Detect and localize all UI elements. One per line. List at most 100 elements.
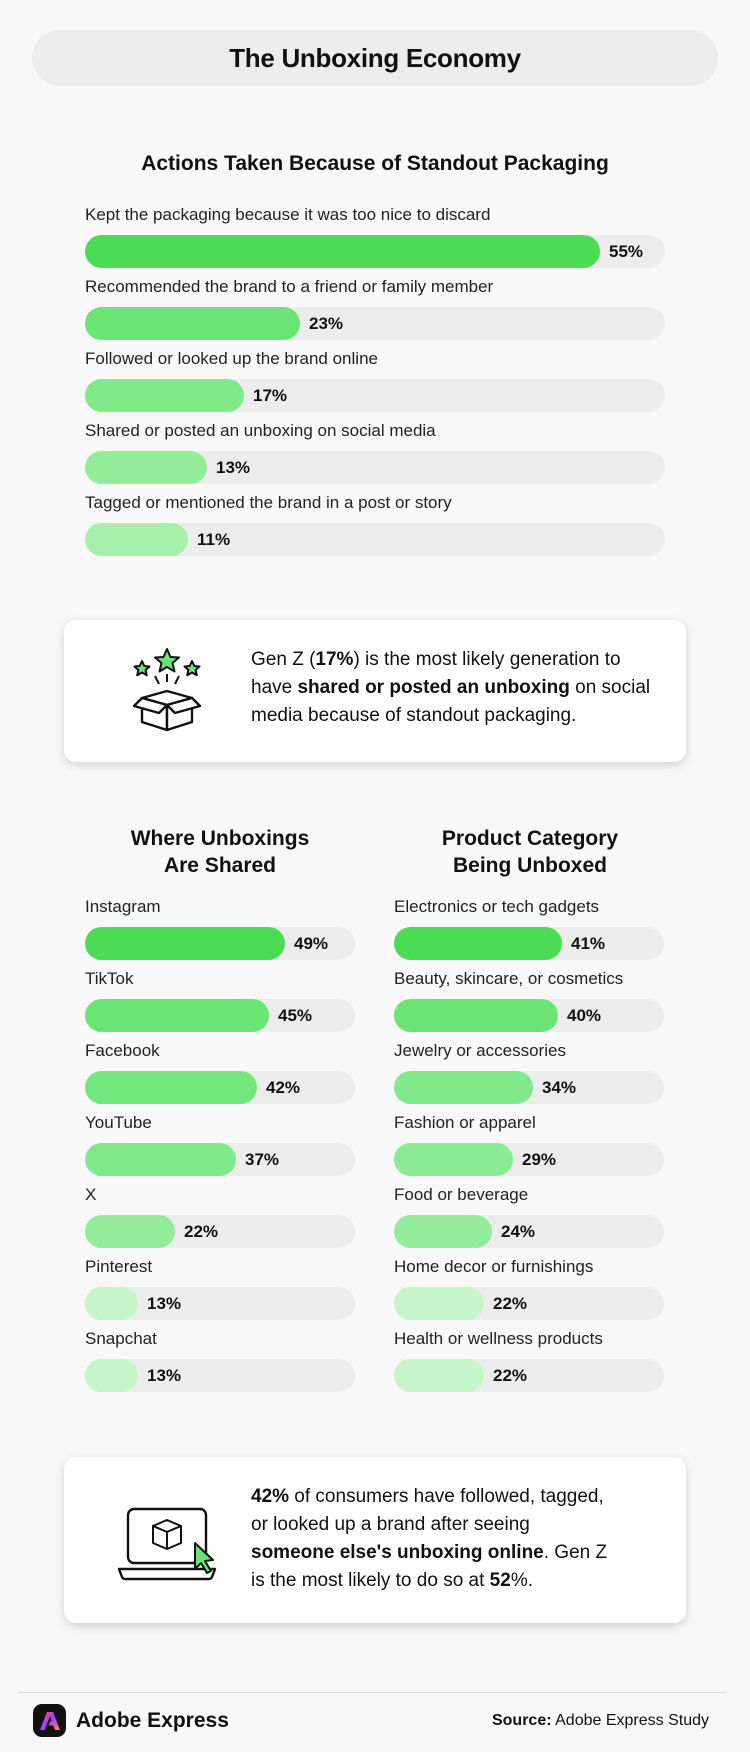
bar-track: 11%	[85, 523, 665, 556]
bar-value-label: 45%	[278, 1006, 313, 1025]
bar-label: TikTok	[85, 969, 134, 988]
bar-row: Fashion or apparel 29%	[394, 1111, 664, 1176]
bar-track: 40%	[394, 999, 664, 1032]
bar-value-label: 49%	[294, 934, 329, 953]
bar-row: Snapchat 13%	[85, 1327, 355, 1392]
bar-fill	[394, 1071, 533, 1104]
bar-fill	[85, 1359, 138, 1392]
bar-label: Beauty, skincare, or cosmetics	[394, 969, 624, 988]
bar-value-label: 41%	[571, 934, 606, 953]
bar-label: Electronics or tech gadgets	[394, 897, 600, 916]
bar-label: Jewelry or accessories	[394, 1041, 566, 1060]
bar-value-label: 34%	[542, 1078, 577, 1097]
bar-value-label: 40%	[567, 1006, 602, 1025]
bar-label: Snapchat	[85, 1329, 157, 1348]
callout-brand-follow: 42% of consumers have followed, tagged, …	[64, 1457, 686, 1623]
bar-row: Followed or looked up the brand online 17…	[85, 347, 665, 412]
bar-label: Shared or posted an unboxing on social m…	[85, 421, 436, 440]
bar-fill	[394, 927, 562, 960]
bar-label: X	[85, 1185, 97, 1204]
bar-fill	[85, 927, 285, 960]
bar-row: Jewelry or accessories 34%	[394, 1039, 664, 1104]
bar-fill	[85, 1143, 236, 1176]
bar-track: 23%	[85, 307, 665, 340]
bar-fill	[394, 1287, 484, 1320]
bar-fill	[394, 999, 558, 1032]
source-credit: Source: Adobe Express Study	[491, 1712, 709, 1729]
header-pill: The Unboxing Economy	[32, 30, 718, 86]
bar-label: Pinterest	[85, 1257, 153, 1276]
bar-fill	[85, 235, 600, 268]
bar-fill	[85, 523, 188, 556]
bar-value-label: 13%	[147, 1294, 182, 1313]
bar-row: Instagram 49%	[85, 895, 355, 960]
chart-categories-title: Product Category Being Unboxed	[441, 827, 619, 877]
chart-platforms-title: Where Unboxings Are Shared	[130, 827, 310, 877]
bar-track: 49%	[85, 927, 355, 960]
bar-label: Recommended the brand to a friend or fam…	[85, 277, 494, 296]
bar-row: Shared or posted an unboxing on social m…	[85, 419, 665, 484]
brand-name: Adobe Express	[76, 1709, 229, 1732]
page-title: The Unboxing Economy	[229, 42, 521, 73]
bar-label: Followed or looked up the brand online	[85, 349, 378, 368]
footer-divider	[18, 1692, 727, 1693]
bar-row: YouTube 37%	[85, 1111, 355, 1176]
bar-track: 55%	[85, 235, 665, 268]
chart-actions-title: Actions Taken Because of Standout Packag…	[141, 152, 609, 175]
bar-value-label: 24%	[501, 1222, 536, 1241]
callout-brand-follow-text: 42% of consumers have followed, tagged, …	[251, 1486, 608, 1591]
bar-track: 22%	[85, 1215, 355, 1248]
bar-track: 13%	[85, 451, 665, 484]
bar-fill	[85, 1287, 138, 1320]
bar-value-label: 22%	[184, 1222, 219, 1241]
bar-value-label: 37%	[245, 1150, 280, 1169]
bar-track: 22%	[394, 1287, 664, 1320]
bar-track: 34%	[394, 1071, 664, 1104]
bar-track: 29%	[394, 1143, 664, 1176]
bar-value-label: 13%	[216, 458, 251, 477]
bar-value-label: 17%	[253, 386, 288, 405]
bar-fill	[85, 1071, 257, 1104]
bar-label: Kept the packaging because it was too ni…	[85, 205, 491, 224]
bar-label: Instagram	[85, 897, 161, 916]
bar-row: TikTok 45%	[85, 967, 355, 1032]
bar-track: 13%	[85, 1359, 355, 1392]
bar-label: Facebook	[85, 1041, 160, 1060]
callout-gen-z-sharing: Gen Z (17%) is the most likely generatio…	[64, 620, 686, 762]
callout-gen-z-sharing-text: Gen Z (17%) is the most likely generatio…	[251, 649, 651, 726]
bar-fill	[85, 307, 300, 340]
bar-row: Pinterest 13%	[85, 1255, 355, 1320]
bar-value-label: 29%	[522, 1150, 557, 1169]
bar-label: Health or wellness products	[394, 1329, 603, 1348]
bar-row: Recommended the brand to a friend or fam…	[85, 275, 665, 340]
bar-label: Fashion or apparel	[394, 1113, 536, 1132]
bar-fill	[85, 379, 244, 412]
bar-value-label: 55%	[609, 242, 644, 261]
bar-label: YouTube	[85, 1113, 152, 1132]
bar-label: Home decor or furnishings	[394, 1257, 594, 1276]
bar-track: 45%	[85, 999, 355, 1032]
bar-value-label: 22%	[493, 1366, 528, 1385]
bar-fill	[394, 1359, 484, 1392]
bar-value-label: 11%	[197, 530, 231, 549]
bar-fill	[85, 451, 207, 484]
adobe-logo-icon	[33, 1704, 66, 1737]
bar-value-label: 13%	[147, 1366, 182, 1385]
bar-row: Food or beverage 24%	[394, 1183, 664, 1248]
bar-track: 42%	[85, 1071, 355, 1104]
bar-track: 24%	[394, 1215, 664, 1248]
bar-track: 41%	[394, 927, 664, 960]
bar-row: Home decor or furnishings 22%	[394, 1255, 664, 1320]
bar-row: X 22%	[85, 1183, 355, 1248]
bar-row: Health or wellness products 22%	[394, 1327, 664, 1392]
bar-label: Tagged or mentioned the brand in a post …	[85, 493, 452, 512]
bar-value-label: 23%	[309, 314, 344, 333]
bar-track: 13%	[85, 1287, 355, 1320]
bar-value-label: 22%	[493, 1294, 528, 1313]
bar-track: 22%	[394, 1359, 664, 1392]
bar-fill	[85, 1215, 175, 1248]
bar-fill	[394, 1143, 513, 1176]
bar-track: 37%	[85, 1143, 355, 1176]
bar-track: 17%	[85, 379, 665, 412]
laptop-box-cursor-icon	[117, 1507, 217, 1581]
